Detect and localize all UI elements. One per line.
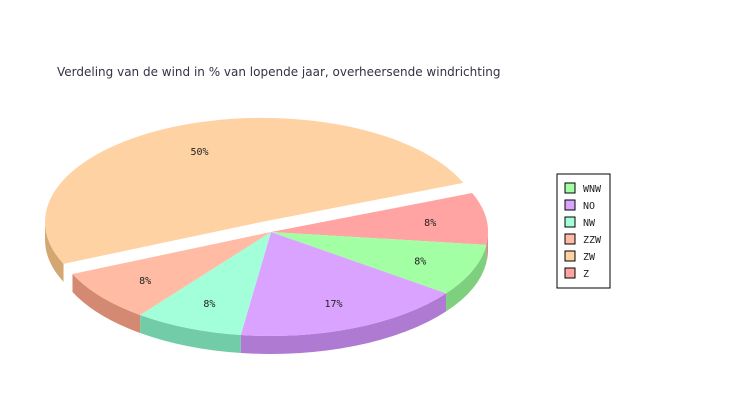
slice-no [240,232,447,336]
slice-side-zzw [72,273,141,333]
legend-swatch-zzw [564,233,576,245]
slice-zw [45,117,464,264]
slice-side-no [240,293,447,354]
slice-side-zw [45,221,64,282]
pie-labels: 8% 8% 17% 8% 8% 50% [139,147,436,310]
slice-side-wnw [446,244,487,312]
slice-label-no: 17% [324,299,342,310]
legend-label-z: Z [583,269,589,280]
slice-label-z: 8% [424,218,436,229]
legend-label-wnw: WNW [583,184,602,195]
legend-label-zw: ZW [583,252,596,263]
slice-label-wnw: 8% [414,256,426,267]
slice-wnw [271,232,487,294]
slice-nw [140,232,271,335]
slice-label-zw: 50% [190,147,208,158]
legend-label-zzw: ZZW [583,235,602,246]
pie-slices [45,117,488,336]
slice-zzw [72,232,271,315]
legend-label-nw: NW [583,218,596,229]
slice-z [271,193,488,245]
legend-label-no: NO [583,201,595,212]
slice-side-z [486,232,488,263]
legend-swatch-wnw [564,182,576,194]
slice-side-nw [140,314,241,353]
slice-label-nw: 8% [203,299,215,310]
pie-sides [45,221,488,354]
chart-title: Verdeling van de wind in % van lopende j… [57,65,501,79]
legend-swatch-z [564,267,576,279]
legend-swatch-nw [564,216,576,228]
slice-label-zzw: 8% [139,276,151,287]
legend-swatch-zw [564,250,576,262]
legend-swatch-no [564,199,576,211]
legend: WNW NO NW ZZW ZW Z [556,173,611,289]
